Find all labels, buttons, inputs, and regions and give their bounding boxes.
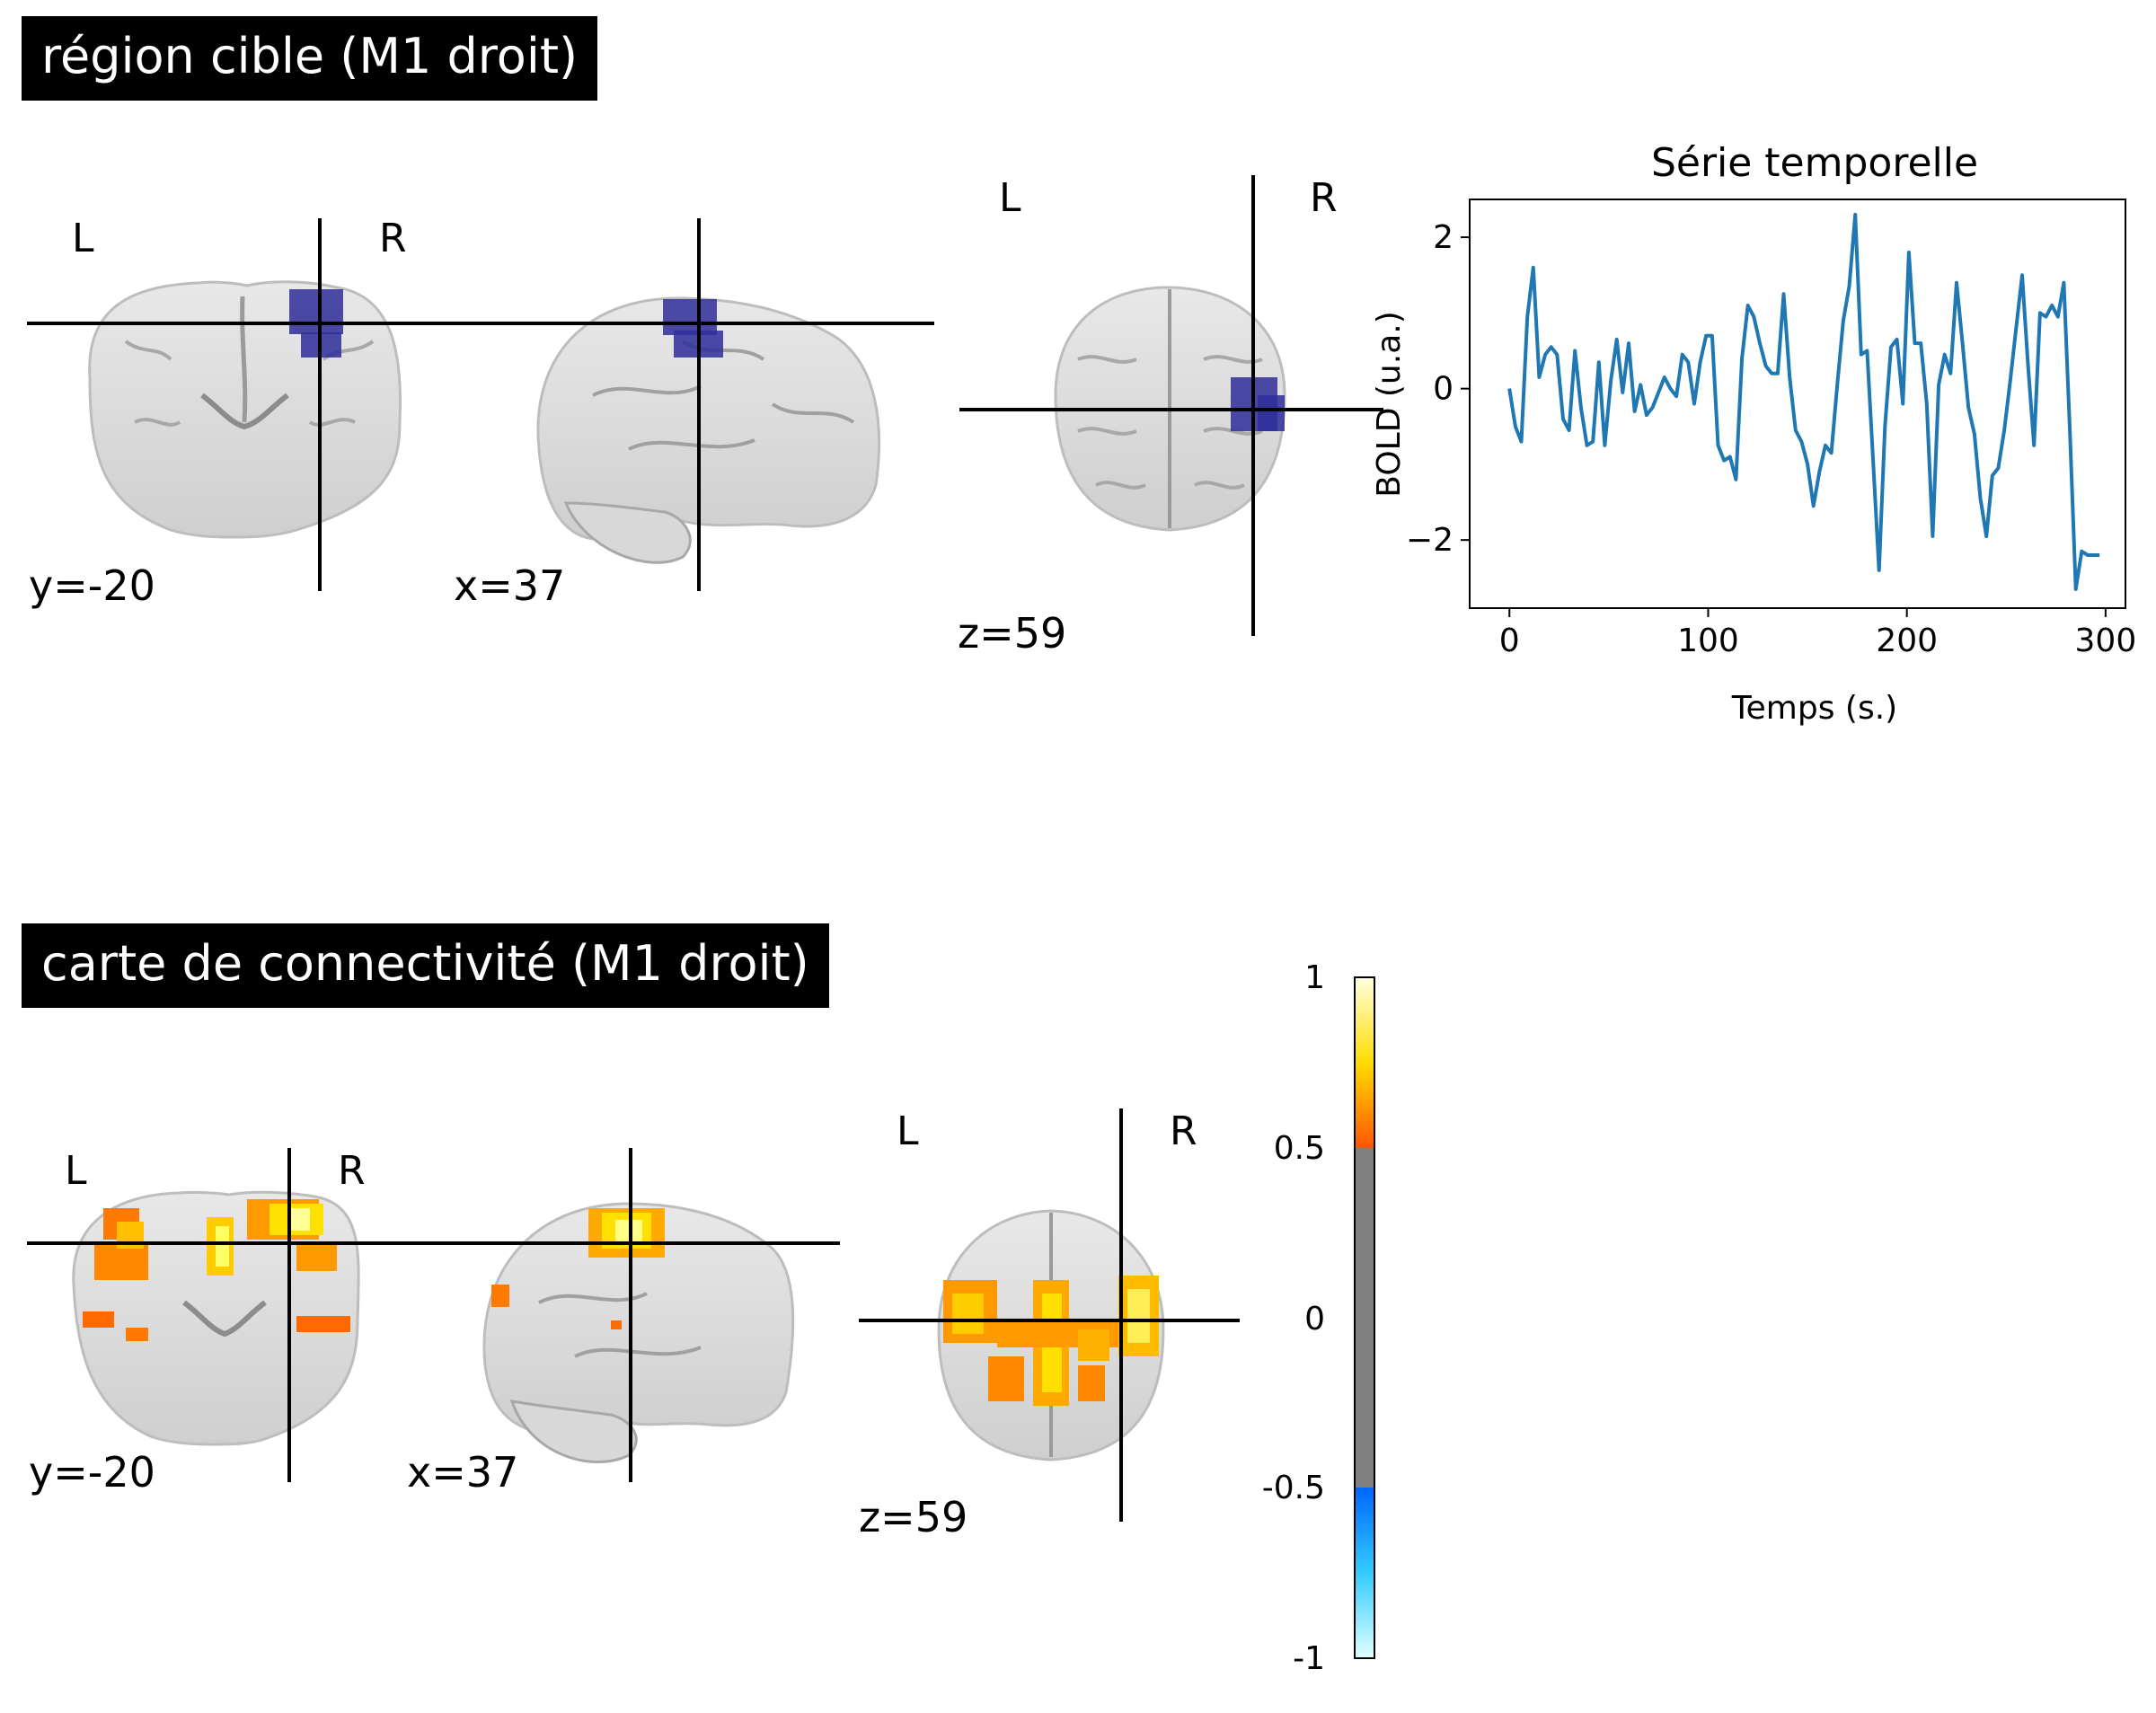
connectivity-blobs-axial (943, 1276, 1159, 1406)
colorbar-neutral-segment (1355, 1148, 1374, 1488)
chart-x-tick-label: 300 (2075, 623, 2137, 659)
chart-y-label: BOLD (u.a.) (1371, 311, 1408, 497)
chart-title: Série temporelle (1651, 140, 1978, 186)
seed-sagittal-coord: x=37 (454, 561, 566, 610)
chart-y-ticks: 2 0 −2 (1406, 219, 1470, 559)
seed-coronal-right-label: R (379, 216, 407, 261)
seed-axial-right-label: R (1310, 175, 1338, 221)
seed-axial-left-label: L (999, 175, 1021, 221)
seed-sagittal-slice (536, 218, 881, 591)
colorbar-tick-1: 1 (1304, 959, 1325, 996)
connectivity-coronal-left-label: L (65, 1148, 87, 1194)
colorbar-hot-segment (1355, 977, 1374, 1148)
colorbar-tick-0: 0 (1304, 1301, 1325, 1338)
seed-roi-coronal (289, 289, 343, 334)
connectivity-sagittal-coord: x=37 (407, 1448, 519, 1497)
chart-x-tick-label: 100 (1677, 623, 1739, 659)
connectivity-blobs-sagittal (491, 1208, 665, 1329)
connectivity-sagittal-slice (482, 1148, 795, 1482)
connectivity-blobs-coronal (83, 1199, 350, 1341)
connectivity-axial-slice (859, 1108, 1240, 1522)
colorbar: 1 0.5 0 -0.5 -1 (1262, 959, 1375, 1677)
seed-coronal-slice (88, 218, 402, 591)
connectivity-coronal-coord: y=-20 (29, 1448, 155, 1497)
chart-x-ticks: 0 100 200 300 (1499, 608, 2136, 659)
colorbar-tick--0.5: -0.5 (1262, 1470, 1325, 1506)
timeseries-chart: Série temporelle 0 100 200 300 2 0 −2 Temps (… (1371, 140, 2136, 727)
chart-y-tick-label: 0 (1433, 371, 1454, 408)
chart-x-label: Temps (s.) (1731, 690, 1897, 727)
chart-x-tick-label: 200 (1876, 623, 1938, 659)
connectivity-axial-right-label: R (1170, 1108, 1197, 1154)
chart-series-line (1507, 212, 2100, 591)
colorbar-tick-0.5: 0.5 (1274, 1130, 1325, 1167)
seed-coronal-left-label: L (72, 216, 94, 261)
connectivity-panel-title: carte de connectivité (M1 droit) (22, 923, 829, 1009)
connectivity-coronal-right-label: R (338, 1148, 366, 1194)
seed-coronal-coord: y=-20 (29, 561, 155, 610)
seed-roi-sagittal (663, 299, 717, 335)
chart-plot-area (1469, 199, 2126, 609)
connectivity-coronal-slice (72, 1148, 360, 1482)
chart-y-tick-label: 2 (1433, 219, 1454, 256)
seed-axial-coord: z=59 (958, 609, 1067, 658)
colorbar-tick--1: -1 (1293, 1640, 1325, 1677)
chart-y-tick-label: −2 (1406, 522, 1454, 559)
connectivity-axial-left-label: L (897, 1108, 919, 1154)
colorbar-cold-segment (1355, 1488, 1374, 1658)
connectivity-axial-coord: z=59 (859, 1493, 968, 1541)
seed-panel-title: région cible (M1 droit) (22, 16, 598, 102)
chart-x-tick-label: 0 (1499, 623, 1520, 659)
seed-axial-slice (959, 175, 1383, 636)
